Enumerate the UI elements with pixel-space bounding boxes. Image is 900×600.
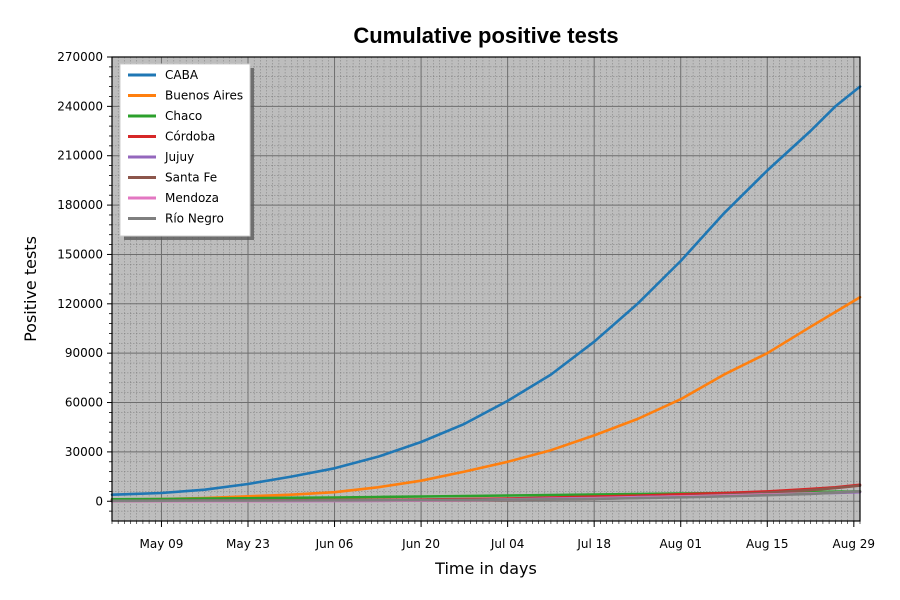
major-grid [112,56,860,521]
chart-title: Cumulative positive tests [353,23,618,48]
legend-label: Chaco [165,109,202,123]
x-tick-label: Aug 15 [746,537,789,551]
y-tick-label: 240000 [57,99,103,113]
legend-label: Buenos Aires [165,89,243,103]
x-tick-label: May 23 [226,537,270,551]
series-line [110,85,862,497]
series-line [110,490,862,503]
x-tick-label: Aug 29 [833,537,876,551]
plot-frame [111,56,861,522]
x-tick-label: May 09 [140,537,184,551]
y-tick-label: 210000 [57,149,103,163]
y-tick-label: 60000 [65,396,103,410]
x-tick-label: Jul 04 [490,537,525,551]
x-tick-label: Aug 01 [659,537,702,551]
legend-label: Río Negro [165,212,224,226]
series-lines [110,85,862,503]
legend-box [119,63,251,237]
y-tick-label: 270000 [57,50,103,64]
y-tick-label: 90000 [65,346,103,360]
x-axis-ticks: May 09 May 23 Jun 06 Jun 20 Jul 04 Jul 18 Aug … [111,521,876,551]
legend: CABA Buenos Aires Chaco Córdoba Jujuy Santa F… [119,63,254,240]
legend-label: Mendoza [165,191,219,205]
legend-label: Jujuy [164,150,194,164]
y-tick-label: 0 [95,494,103,508]
x-tick-label: Jul 18 [576,537,611,551]
x-tick-label: Jun 06 [315,537,354,551]
series-line [110,295,862,501]
y-axis-label: Positive tests [21,236,40,342]
legend-label: Córdoba [165,130,215,144]
y-axis-ticks: 0 30000 60000 90000 120000 150000 180000 210000… [57,50,112,512]
y-tick-label: 30000 [65,445,103,459]
x-axis-label: Time in days [434,559,537,578]
legend-label: Santa Fe [165,171,217,185]
y-tick-label: 150000 [57,247,103,261]
y-tick-label: 120000 [57,297,103,311]
legend-label: CABA [165,68,199,82]
y-tick-label: 180000 [57,198,103,212]
x-tick-label: Jun 20 [401,537,440,551]
